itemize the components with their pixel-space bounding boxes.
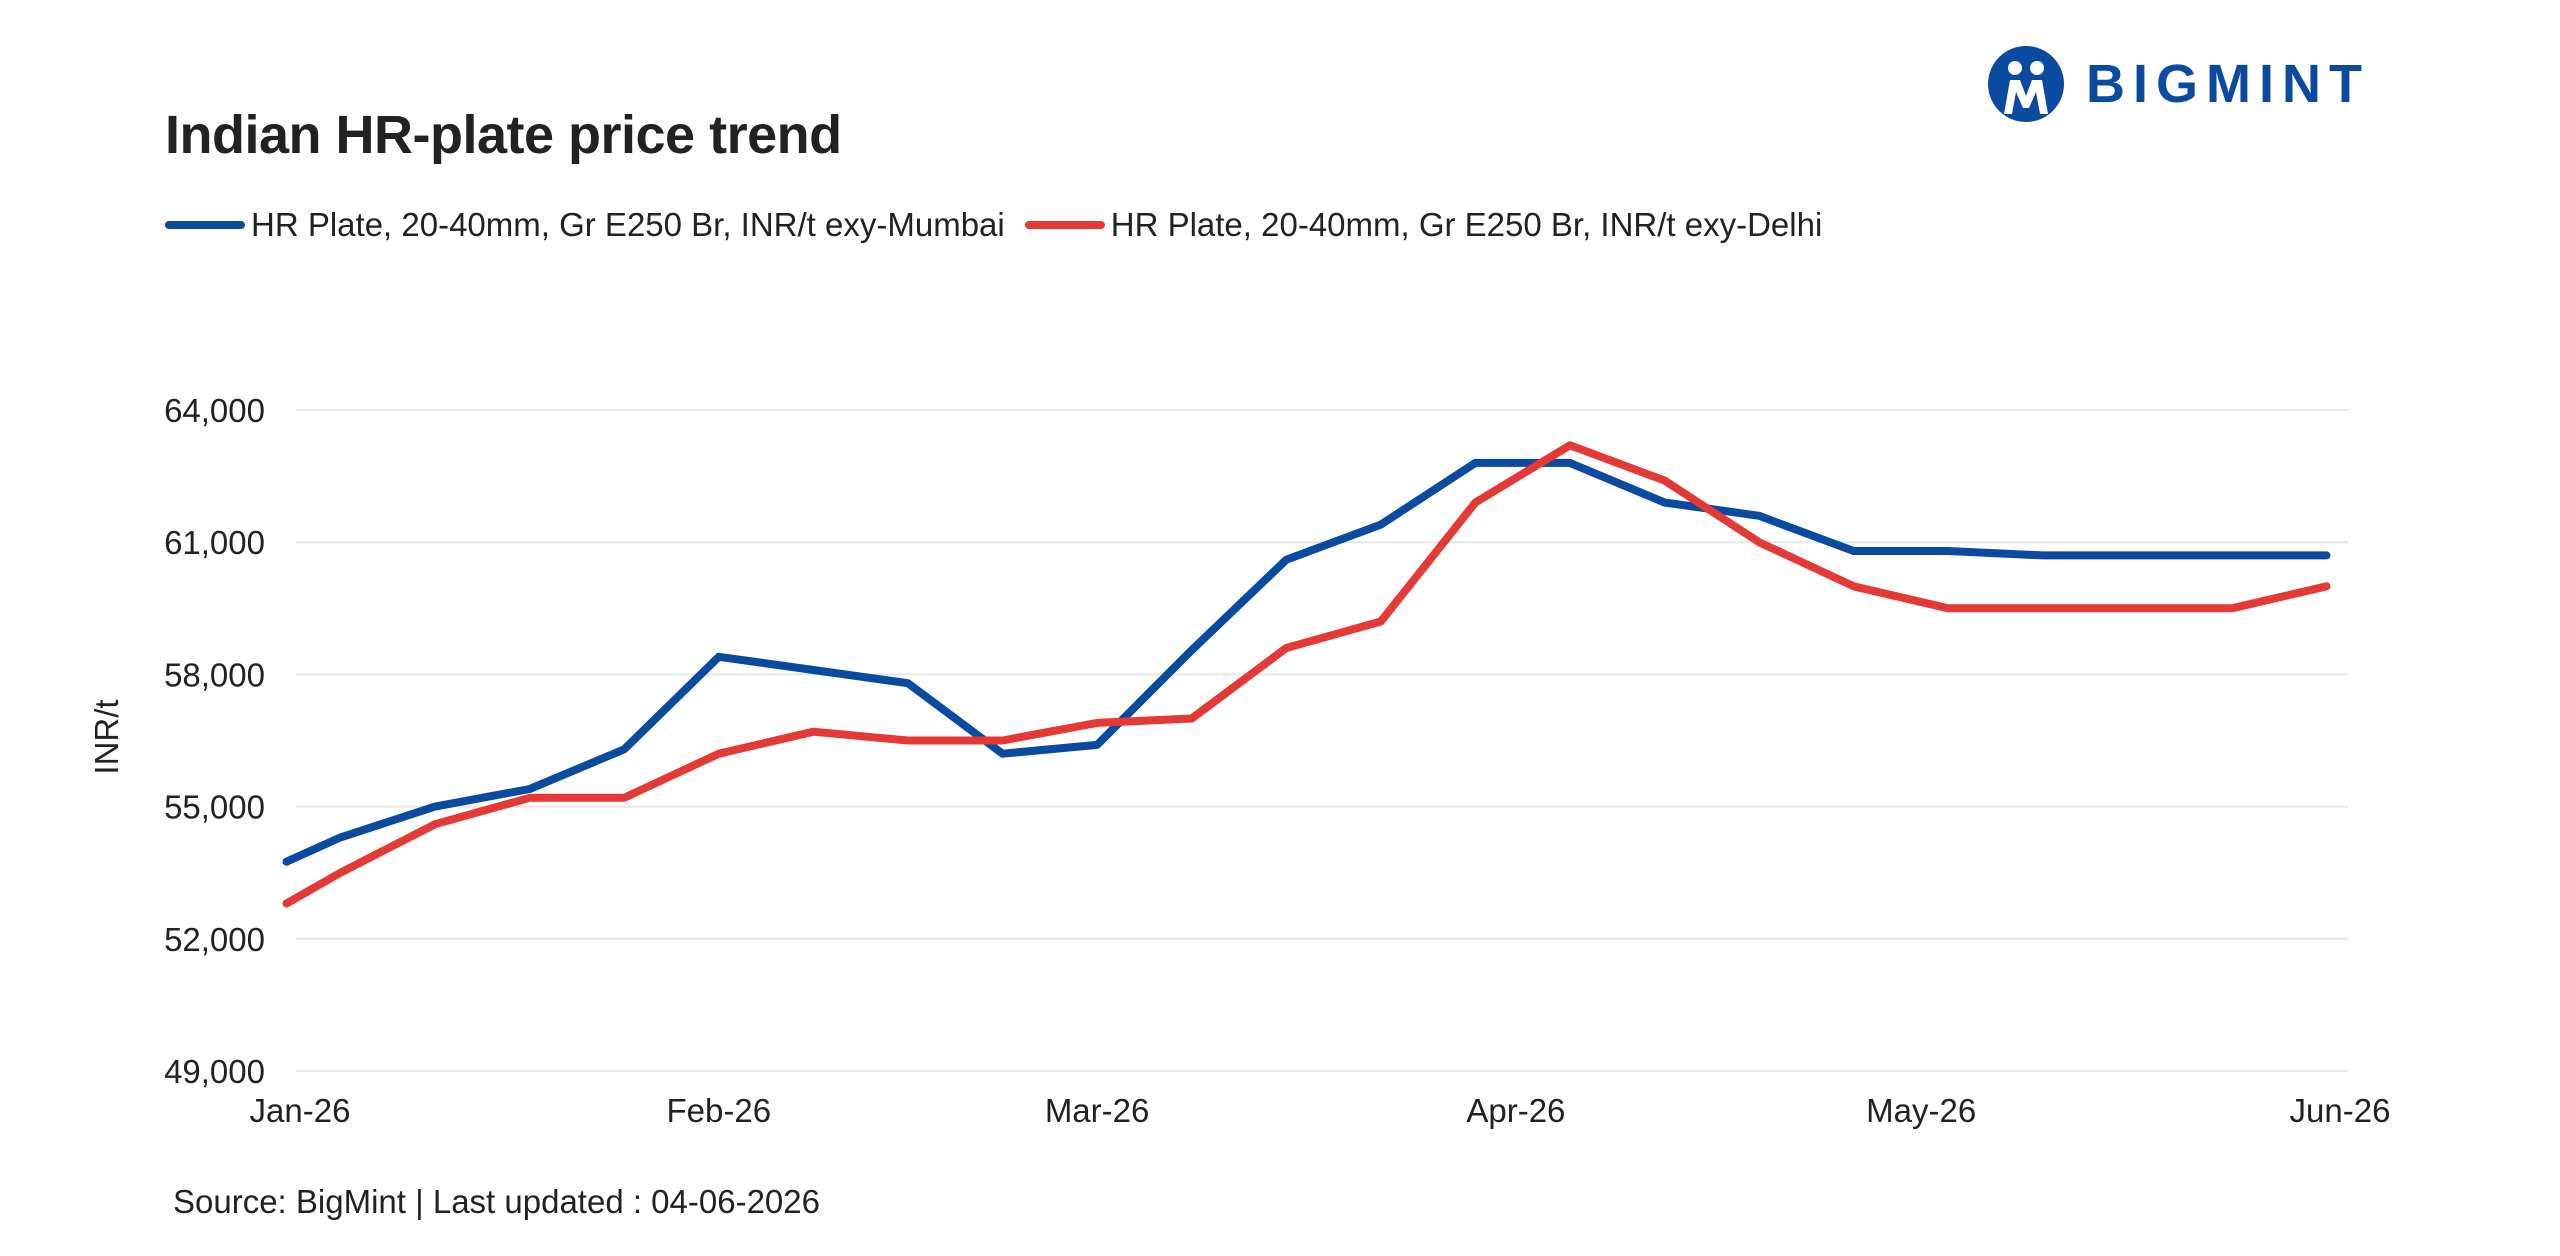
x-tick-label: May-26 — [1866, 1092, 1976, 1129]
legend-item-delhi: HR Plate, 20-40mm, Gr E250 Br, INR/t exy… — [1024, 206, 1823, 244]
series-line-delhi — [282, 441, 2331, 908]
series-lines — [282, 441, 2331, 908]
grid-lines — [296, 409, 2348, 1072]
chart-title: Indian HR-plate price trend — [165, 105, 842, 165]
source-note: Source: BigMint | Last updated : 04-06-2… — [173, 1183, 820, 1220]
y-axis-label: INR/t — [88, 699, 125, 774]
series-line-mumbai — [282, 458, 2331, 866]
bigmint-logo-text: BIGMINT — [2086, 54, 2370, 114]
legend-swatch-mumbai — [165, 221, 245, 229]
y-tick-label: 49,000 — [164, 1053, 265, 1090]
y-tick-label: 55,000 — [164, 789, 265, 826]
x-tick-label: Jun-26 — [2290, 1092, 2391, 1129]
legend-swatch-delhi — [1024, 221, 1105, 229]
chart-legend: HR Plate, 20-40mm, Gr E250 Br, INR/t exy… — [165, 206, 1842, 244]
y-tick-label: 61,000 — [164, 524, 265, 561]
bigmint-logo: BIGMINT — [1986, 44, 2370, 124]
y-tick-label: 64,000 — [164, 392, 265, 429]
x-tick-labels: Jan-26 Feb-26 Mar-26 Apr-26 May-26 Jun-26 — [250, 1092, 2391, 1129]
x-tick-label: Feb-26 — [667, 1092, 772, 1129]
y-tick-labels: 49,000 52,000 55,000 58,000 61,000 64,000 — [164, 392, 265, 1090]
y-tick-label: 52,000 — [164, 921, 265, 958]
legend-label-mumbai: HR Plate, 20-40mm, Gr E250 Br, INR/t exy… — [251, 206, 1005, 243]
legend-item-mumbai: HR Plate, 20-40mm, Gr E250 Br, INR/t exy… — [165, 206, 1005, 244]
legend-label-delhi: HR Plate, 20-40mm, Gr E250 Br, INR/t exy… — [1110, 206, 1823, 243]
x-tick-label: Mar-26 — [1045, 1092, 1150, 1129]
x-tick-label: Jan-26 — [250, 1092, 351, 1129]
x-tick-label: Apr-26 — [1466, 1092, 1565, 1129]
y-tick-label: 58,000 — [164, 656, 265, 693]
bigmint-logo-icon — [1988, 46, 2064, 122]
